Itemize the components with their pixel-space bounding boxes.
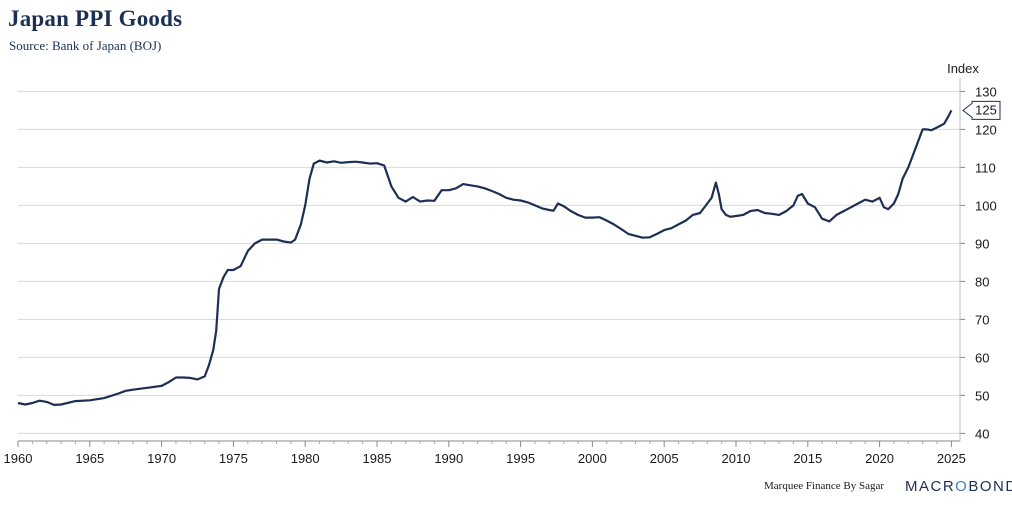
y-tick-label-80: 80 <box>975 274 989 289</box>
x-tick-label-2020: 2020 <box>865 451 894 466</box>
x-tick-label-1980: 1980 <box>291 451 320 466</box>
y-axis-label: Index <box>947 61 979 76</box>
brand-prefix: MACR <box>905 478 956 495</box>
x-tick-label-1960: 1960 <box>4 451 33 466</box>
y-tick-label-60: 60 <box>975 350 989 365</box>
x-tick-label-1995: 1995 <box>506 451 535 466</box>
x-tick-label-1985: 1985 <box>363 451 392 466</box>
last-value-box <box>962 100 1001 120</box>
chart-source: Source: Bank of Japan (BOJ) <box>9 38 162 53</box>
y-tick-label-120: 120 <box>975 122 997 137</box>
x-tick-label-2000: 2000 <box>578 451 607 466</box>
x-tick-label-2025: 2025 <box>937 451 966 466</box>
x-tick-label-1990: 1990 <box>434 451 463 466</box>
y-axis-ticks: 40 50 60 70 80 90 100 110 120 130 <box>959 78 997 441</box>
x-tick-label-2010: 2010 <box>722 451 751 466</box>
series-line <box>17 109 953 406</box>
brand-o: O <box>955 478 969 495</box>
x-tick-label-1970: 1970 <box>147 451 176 466</box>
brand-suffix: BOND <box>968 478 1012 495</box>
chart-title: Japan PPI Goods <box>8 6 183 31</box>
gridlines <box>18 90 960 434</box>
y-tick-label-40: 40 <box>975 426 989 441</box>
y-tick-label-110: 110 <box>975 160 996 175</box>
y-tick-label-50: 50 <box>975 388 989 403</box>
x-tick-label-1965: 1965 <box>75 451 104 466</box>
last-value-callout: 125 <box>962 100 1001 120</box>
last-value-text: 125 <box>975 102 997 117</box>
y-tick-label-100: 100 <box>975 198 997 213</box>
y-tick-label-130: 130 <box>975 84 997 99</box>
x-tick-label-2005: 2005 <box>650 451 679 466</box>
y-tick-label-90: 90 <box>975 236 989 251</box>
macrobond-logo: MACROBOND <box>905 478 1012 495</box>
x-tick-label-1975: 1975 <box>219 451 248 466</box>
x-tick-label-2015: 2015 <box>793 451 822 466</box>
footer-credit: Marquee Finance By Sagar <box>764 480 885 492</box>
x-axis: 1960 1965 1970 1975 1980 1985 1990 1995 2000 2005… <box>4 440 966 466</box>
y-tick-label-70: 70 <box>975 312 989 327</box>
